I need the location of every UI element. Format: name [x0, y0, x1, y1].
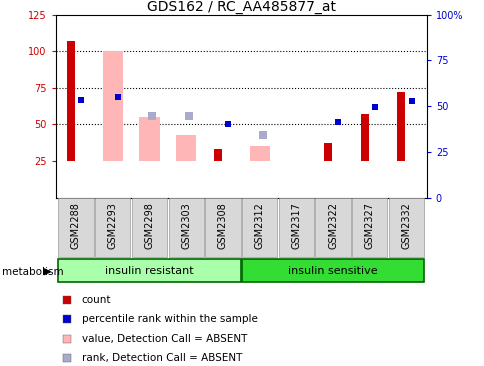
- FancyBboxPatch shape: [205, 198, 240, 257]
- Bar: [139, 117, 159, 161]
- Bar: [360, 114, 368, 161]
- Bar: [67, 41, 75, 161]
- FancyBboxPatch shape: [278, 198, 313, 257]
- Text: GSM2312: GSM2312: [254, 202, 264, 249]
- Text: GSM2327: GSM2327: [364, 202, 374, 250]
- Bar: [176, 135, 196, 161]
- FancyBboxPatch shape: [351, 198, 387, 257]
- Title: GDS162 / RC_AA485877_at: GDS162 / RC_AA485877_at: [147, 0, 335, 14]
- Text: count: count: [82, 295, 111, 305]
- Text: insulin sensitive: insulin sensitive: [287, 266, 377, 276]
- Bar: [103, 51, 122, 161]
- Text: GSM2303: GSM2303: [181, 202, 191, 249]
- Text: GSM2308: GSM2308: [217, 202, 227, 249]
- FancyBboxPatch shape: [95, 198, 130, 257]
- FancyBboxPatch shape: [168, 198, 203, 257]
- FancyBboxPatch shape: [388, 198, 424, 257]
- Bar: [396, 92, 405, 161]
- Text: GSM2288: GSM2288: [71, 202, 81, 249]
- FancyBboxPatch shape: [58, 198, 93, 257]
- FancyBboxPatch shape: [58, 259, 240, 283]
- FancyBboxPatch shape: [242, 198, 277, 257]
- Text: GSM2317: GSM2317: [291, 202, 301, 249]
- Text: GSM2298: GSM2298: [144, 202, 154, 249]
- Bar: [323, 143, 332, 161]
- Text: GSM2293: GSM2293: [107, 202, 118, 249]
- Text: GSM2322: GSM2322: [328, 202, 337, 250]
- Text: GSM2332: GSM2332: [401, 202, 411, 249]
- FancyBboxPatch shape: [132, 198, 166, 257]
- FancyBboxPatch shape: [242, 259, 424, 283]
- Bar: [213, 149, 221, 161]
- Text: metabolism: metabolism: [2, 266, 64, 277]
- Text: insulin resistant: insulin resistant: [105, 266, 194, 276]
- Text: rank, Detection Call = ABSENT: rank, Detection Call = ABSENT: [82, 353, 242, 363]
- Text: value, Detection Call = ABSENT: value, Detection Call = ABSENT: [82, 334, 247, 344]
- FancyBboxPatch shape: [315, 198, 350, 257]
- Bar: [249, 146, 269, 161]
- Text: percentile rank within the sample: percentile rank within the sample: [82, 314, 257, 324]
